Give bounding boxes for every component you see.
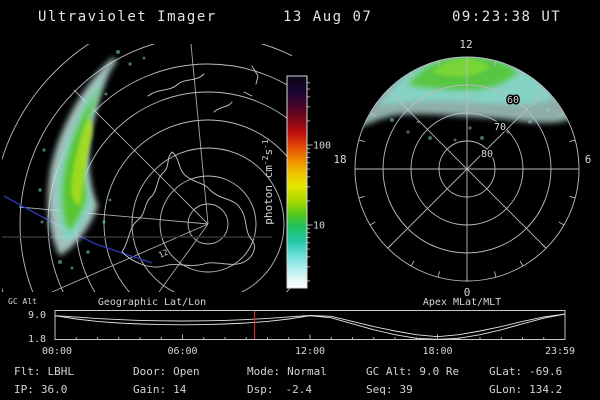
status-door: Door: Open (133, 365, 200, 378)
status-glat: GLat: -69.6 (489, 365, 562, 378)
terminator-line (3, 195, 153, 264)
geo-lat-circles (2, 44, 292, 292)
date-label: 13 Aug 07 (283, 9, 372, 25)
mlt-label-12: 12 (459, 38, 472, 51)
time-label: 09:23:38 UT (452, 9, 561, 25)
geo-grid-label: 12 (157, 248, 170, 260)
colorbar: photon cm-2s-1 100 10 (261, 75, 331, 289)
xtick-1800: 18:00 (422, 346, 452, 357)
ytick-max: 9.0 (28, 310, 46, 321)
timeline-left-title: Geographic Lat/Lon (98, 297, 206, 308)
apex-grid (354, 56, 580, 282)
status-bar: Flt: LBHL Door: Open Mode: Normal GC Alt: 9.… (14, 365, 562, 396)
timeline-ylabel: GC Alt (8, 297, 37, 306)
xtick-0000: 00:00 (42, 346, 72, 357)
xtick-0600: 06:00 (167, 346, 197, 357)
colorbar-tick-10: 10 (313, 221, 325, 232)
status-mode: Mode: Normal (247, 365, 327, 378)
colorbar-tick-100: 100 (313, 141, 331, 152)
aurora-speckles (38, 50, 146, 270)
aurora-geo (38, 50, 146, 270)
status-flt: Flt: LBHL (14, 365, 74, 378)
timeline-series (54, 311, 566, 340)
xtick-1200: 12:00 (295, 346, 325, 357)
page-title: Ultraviolet Imager (38, 9, 217, 25)
apex-plot: 12 18 6 0 60 70 80 (333, 38, 591, 299)
ring-label-70: 70 (494, 122, 506, 133)
ring-label-80: 80 (481, 149, 493, 160)
timeline-plot: GC Alt 9.0 1.8 Geographic Lat/Lon Apex M… (8, 297, 575, 357)
aurora-speckles (390, 108, 550, 142)
ytick-min: 1.8 (28, 334, 46, 345)
header: Ultraviolet Imager 13 Aug 07 09:23:38 UT (38, 9, 561, 25)
colorbar-ticks (307, 82, 313, 282)
ring-label-60: 60 (507, 95, 519, 106)
mlt-label-6: 6 (585, 153, 592, 166)
xtick-2359: 23:59 (545, 346, 575, 357)
coastlines (121, 65, 259, 268)
mlt-label-0: 0 (464, 286, 471, 299)
mlt-label-18: 18 (333, 153, 346, 166)
colorbar-gradient (286, 75, 308, 289)
status-dsp: Dsp: -2.4 (247, 383, 312, 396)
status-gain: Gain: 14 (133, 383, 187, 396)
timeline-right-title: Apex MLat/MLT (423, 297, 501, 308)
status-gcalt: GC Alt: 9.0 Re (366, 365, 459, 378)
status-seq: Seq: 39 (366, 383, 413, 396)
geographic-plot: 12 (2, 44, 292, 292)
colorbar-label: photon cm-2s-1 (261, 139, 275, 225)
status-glon: GLon: 134.2 (489, 383, 562, 396)
status-ip: IP: 36.0 (14, 383, 67, 396)
apex-mlt-ticks (355, 57, 579, 281)
